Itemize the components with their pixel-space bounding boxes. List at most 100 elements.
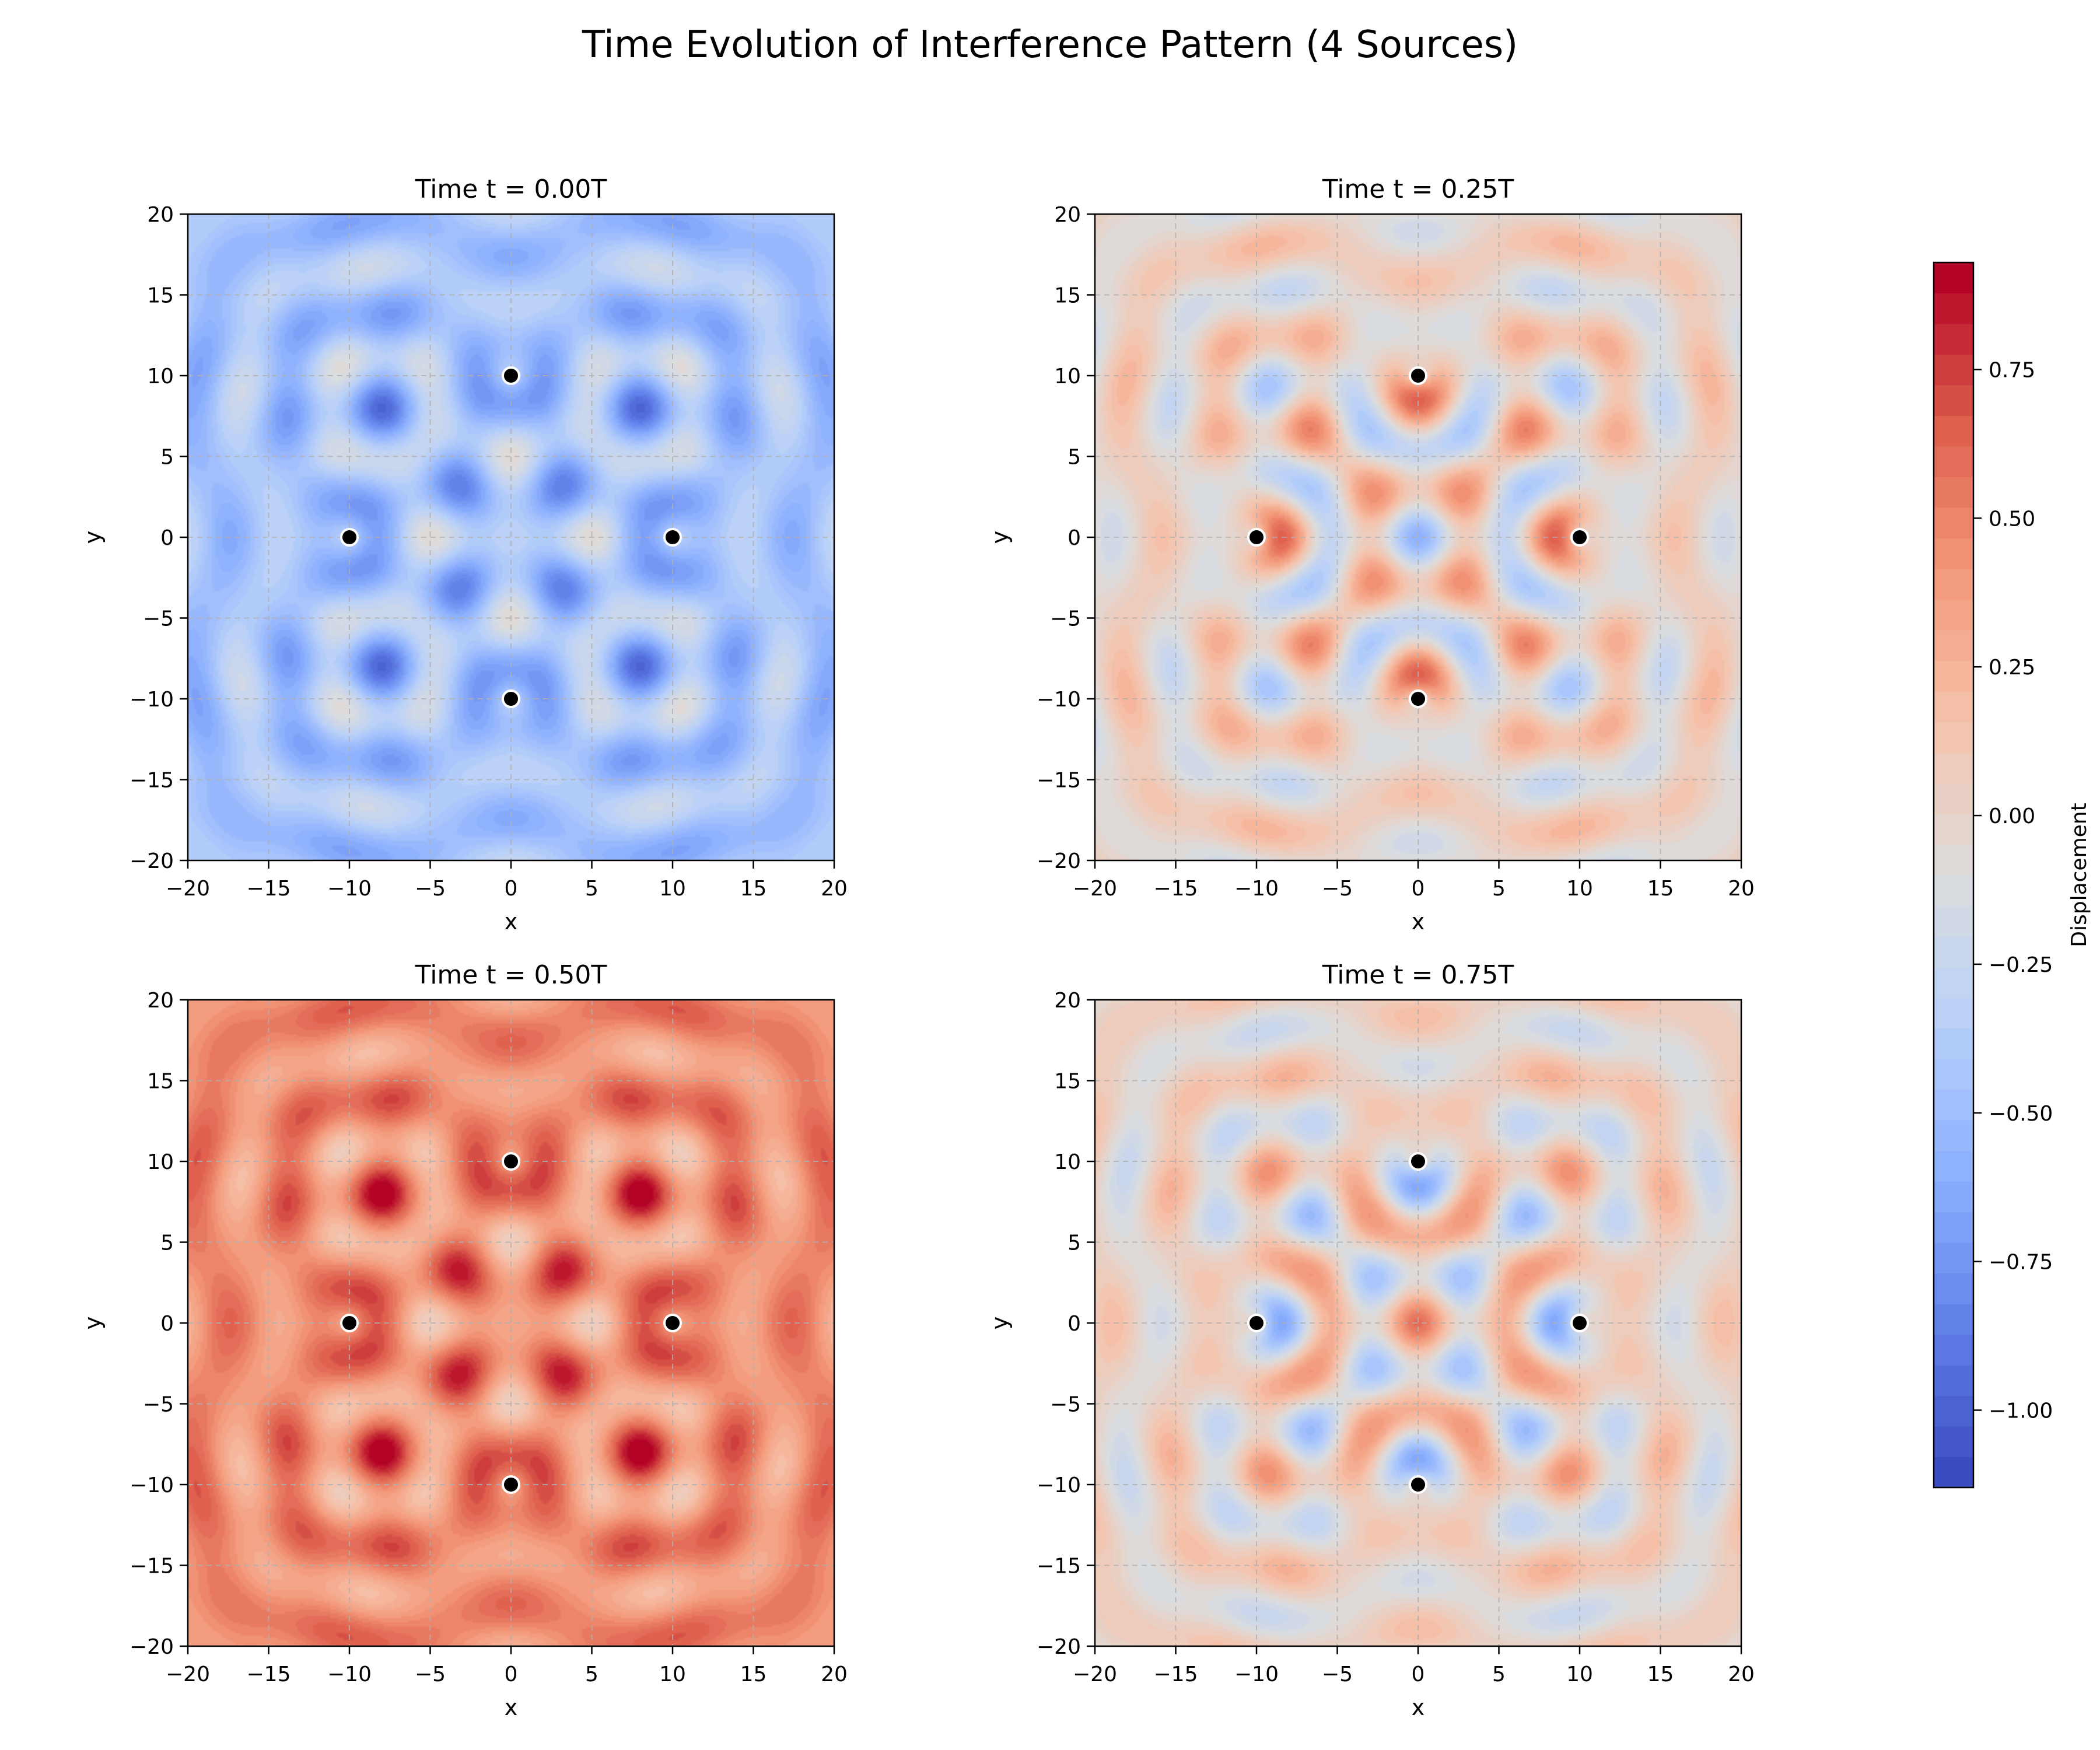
y-tick-label: −5 [1050, 607, 1081, 631]
colorbar-level [1934, 354, 1973, 386]
colorbar-level [1934, 630, 1973, 662]
x-tick-label: 5 [1492, 1662, 1506, 1686]
x-tick-label: −20 [166, 1662, 210, 1686]
y-tick-label: −10 [1037, 1474, 1081, 1497]
y-tick-label: 0 [160, 526, 174, 550]
subplot-1: −20 −15 −10 −5 0 5 10 15 20 −20 −15 −10 −5 0 5 10 15 20 x y… [80, 174, 848, 935]
colorbar-level [1934, 446, 1973, 478]
colorbar-tick-label: −1.00 [1989, 1399, 2053, 1423]
colorbar-level [1934, 752, 1973, 784]
subplot-title: Time t = 0.25T [1322, 174, 1514, 204]
colorbar-level [1934, 905, 1973, 937]
x-tick-label: 5 [585, 877, 598, 901]
x-tick-label: −10 [1234, 877, 1279, 901]
figure-title: Time Evolution of Interference Pattern (… [582, 23, 1518, 66]
y-tick-label: 15 [1054, 284, 1081, 308]
colorbar-level [1934, 844, 1973, 876]
y-axis-label: y [987, 531, 1013, 544]
y-tick-label: −20 [1037, 1635, 1081, 1659]
colorbar-tick-label: −0.75 [1989, 1251, 2053, 1275]
colorbar-level [1934, 875, 1973, 907]
subplot-title: Time t = 0.75T [1322, 960, 1514, 990]
colorbar-level [1934, 1150, 1973, 1182]
x-tick-label: 0 [505, 877, 518, 901]
colorbar-level [1934, 814, 1973, 845]
y-tick-label: 5 [160, 446, 174, 470]
colorbar-level [1934, 293, 1973, 324]
x-tick-label: 20 [1728, 877, 1755, 901]
subplot-3: −20 −15 −10 −5 0 5 10 15 20 −20 −15 −10 −5 0 5 10 15 20 x y… [80, 960, 848, 1720]
colorbar-tick-label: −0.25 [1989, 953, 2053, 977]
source-point [1570, 528, 1589, 547]
colorbar-level [1934, 385, 1973, 416]
source-point [340, 528, 359, 547]
x-tick-label: −20 [1073, 1662, 1117, 1686]
y-tick-label: 5 [160, 1231, 174, 1255]
y-tick-label: 15 [147, 284, 174, 308]
x-tick-label: 15 [740, 1662, 767, 1686]
y-tick-label: −15 [130, 769, 174, 793]
colorbar-level [1934, 569, 1973, 600]
colorbar: −1.00 −0.75 −0.50 −0.25 0.00 0.25 0.50 0.75 Disp… [1933, 261, 2091, 1489]
x-tick-label: 10 [1566, 1662, 1593, 1686]
x-tick-label: 10 [1566, 877, 1593, 901]
y-tick-label: −10 [130, 1474, 174, 1497]
y-tick-label: −5 [1050, 1393, 1081, 1417]
colorbar-level [1934, 783, 1973, 814]
y-tick-label: 20 [1054, 203, 1081, 227]
x-tick-label: −10 [1234, 1662, 1279, 1686]
colorbar-level [1934, 1334, 1973, 1366]
colorbar-level [1934, 1426, 1973, 1458]
source-point [1247, 528, 1266, 547]
subplot-title: Time t = 0.00T [415, 174, 607, 204]
x-tick-label: 0 [1412, 877, 1425, 901]
colorbar-level [1934, 1273, 1973, 1304]
colorbar-level [1934, 262, 1973, 294]
colorbar-level [1934, 936, 1973, 968]
x-tick-label: −5 [1322, 1662, 1353, 1686]
y-axis-label: y [80, 1317, 106, 1330]
x-tick-label: 20 [821, 877, 848, 901]
x-tick-label: 15 [1647, 1662, 1674, 1686]
colorbar-level [1934, 1028, 1973, 1059]
x-tick-label: −5 [415, 1662, 446, 1686]
x-axis-label: x [1412, 1695, 1425, 1720]
colorbar-tick-label: 0.25 [1989, 656, 2035, 680]
source-point [340, 1314, 359, 1332]
y-tick-label: 0 [160, 1312, 174, 1336]
x-tick-label: 5 [585, 1662, 598, 1686]
x-tick-label: −10 [327, 1662, 372, 1686]
x-tick-label: 0 [1412, 1662, 1425, 1686]
y-tick-label: 10 [1054, 1150, 1081, 1174]
y-axis-label: y [80, 531, 106, 544]
source-point [663, 1314, 682, 1332]
x-tick-label: −15 [247, 1662, 291, 1686]
y-tick-label: −20 [130, 1635, 174, 1659]
y-tick-label: −10 [130, 688, 174, 712]
y-tick-label: 5 [1068, 446, 1081, 470]
y-tick-label: −5 [143, 607, 174, 631]
source-point [1247, 1314, 1266, 1332]
source-point [1409, 690, 1427, 708]
colorbar-level [1934, 967, 1973, 998]
source-point [663, 528, 682, 547]
colorbar-level [1934, 1395, 1973, 1427]
colorbar-level [1934, 477, 1973, 508]
colorbar-level [1934, 998, 1973, 1029]
y-axis-label: y [987, 1317, 1013, 1330]
colorbar-level [1934, 691, 1973, 723]
x-tick-label: −15 [1154, 877, 1198, 901]
y-tick-label: −10 [1037, 688, 1081, 712]
x-tick-label: −5 [1322, 877, 1353, 901]
colorbar-tick-label: 0.50 [1989, 507, 2035, 531]
x-tick-label: 15 [740, 877, 767, 901]
colorbar-tick-label: 0.00 [1989, 804, 2035, 828]
y-tick-label: −20 [130, 849, 174, 873]
x-tick-label: 5 [1492, 877, 1506, 901]
x-tick-label: 0 [505, 1662, 518, 1686]
y-tick-label: 5 [1068, 1231, 1081, 1255]
y-tick-label: −15 [1037, 1555, 1081, 1578]
subplot-4: −20 −15 −10 −5 0 5 10 15 20 −20 −15 −10 −5 0 5 10 15 20 x y… [987, 960, 1755, 1720]
x-axis-label: x [1412, 909, 1425, 935]
